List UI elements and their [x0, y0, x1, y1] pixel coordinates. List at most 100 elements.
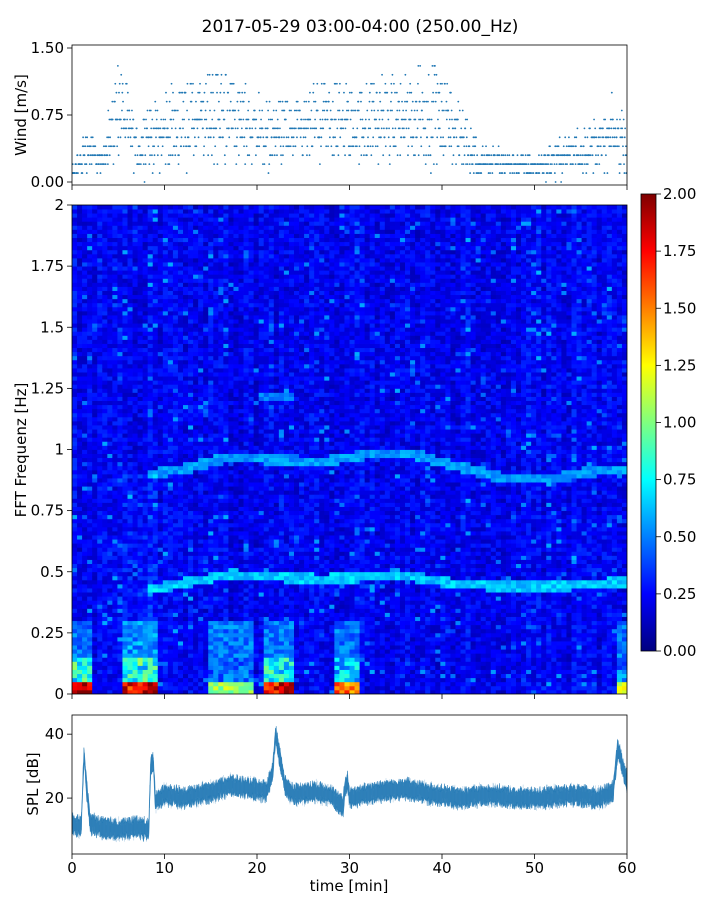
spectrogram-cell [152, 229, 159, 234]
spectrogram-cell [177, 551, 184, 556]
wind-point [501, 154, 503, 157]
spectrogram-cell [117, 347, 123, 353]
spectrogram-cell [107, 616, 113, 622]
wind-point [423, 100, 426, 103]
spectrogram-cell [112, 502, 118, 507]
spectrogram-cell [193, 498, 199, 503]
wind-point [200, 118, 203, 121]
spectrogram-cell [157, 368, 164, 373]
spectrogram-cell [97, 628, 103, 634]
spectrogram-cell [167, 624, 174, 630]
spectrogram-cell [137, 649, 144, 654]
wind-point [270, 136, 273, 139]
spectrogram-cell [102, 461, 108, 467]
spectrogram-cell [92, 412, 98, 418]
wind-point [406, 91, 409, 94]
spectrogram-cell [142, 205, 149, 210]
spectrogram-column [167, 205, 174, 694]
spectrogram-cell [132, 669, 138, 675]
spectrogram-cell [152, 437, 159, 442]
spectrogram-cell [172, 494, 179, 499]
spectrogram-cell [127, 681, 133, 687]
spectrogram-cell [152, 490, 159, 495]
wind-point [360, 91, 363, 94]
spectrogram-cell [117, 425, 123, 430]
spectrogram-cell [132, 445, 138, 450]
wind-point [300, 127, 303, 130]
wind-point [562, 163, 565, 166]
spectrogram-cell [198, 376, 204, 381]
spectrogram-cell [198, 408, 204, 414]
spectrogram-cell [198, 600, 204, 605]
spectrogram-cell [82, 302, 88, 308]
spectrogram-cell [142, 396, 149, 401]
spectrogram-cell [157, 531, 164, 536]
spectrogram-cell [137, 514, 144, 520]
spectrogram-cell [127, 441, 133, 446]
wind-point [504, 172, 506, 174]
spectrogram-cell [102, 551, 108, 556]
spectrogram-cell [137, 575, 144, 581]
spectrogram-cell [203, 253, 209, 259]
spectrogram-cell [72, 233, 78, 239]
spectrogram-cell [122, 677, 128, 683]
spectrogram-cell [198, 681, 204, 687]
spectrogram-cell [92, 478, 98, 483]
wind-point [468, 145, 471, 148]
spectrogram-cell [162, 469, 169, 475]
spectrogram-cell [112, 571, 118, 577]
spectrogram-cell [183, 453, 189, 459]
spectrogram-cell [142, 543, 149, 548]
spectrogram-cell [208, 420, 214, 426]
spectrogram-cell [213, 368, 219, 373]
spectrogram-cell [172, 689, 179, 694]
wind-point [172, 118, 175, 121]
spectrogram-cell [142, 465, 149, 471]
spectrogram-cell [208, 441, 214, 446]
spectrogram-cell [102, 457, 108, 463]
spectrogram-cell [198, 429, 204, 434]
wind-point [461, 163, 463, 166]
spectrogram-cell [82, 380, 88, 385]
wind-point [150, 136, 153, 139]
spectrogram-cell [107, 539, 113, 544]
wind-point [219, 136, 222, 139]
spectrogram-cell [137, 245, 144, 251]
spectrogram-cell [102, 600, 108, 605]
wind-point [419, 64, 422, 67]
wind-point [378, 118, 381, 121]
spectrogram-cell [177, 437, 184, 442]
spectrogram-cell [142, 412, 149, 418]
spectrogram-cell [157, 217, 164, 222]
spectrogram-cell [177, 363, 184, 369]
spectrogram-cell [107, 298, 113, 304]
spectrogram-cell [132, 420, 138, 426]
spectrogram-cell [132, 262, 138, 267]
spectrogram-cell [127, 315, 133, 320]
wind-point [191, 118, 194, 121]
spectrogram-cell [152, 237, 159, 243]
spectrogram-cell [208, 278, 214, 283]
spectrogram-cell [188, 649, 194, 654]
spectrogram-cell [203, 453, 209, 459]
spectrogram-cell [92, 343, 98, 349]
spectrogram-cell [152, 518, 159, 524]
spectrogram-cell [77, 449, 83, 454]
spectrogram-cell [92, 653, 98, 658]
wind-point [511, 163, 513, 166]
spectrogram-cell [193, 412, 199, 418]
spectrogram-cell [157, 482, 164, 487]
spectrogram-cell [87, 205, 93, 210]
spectrogram-cell [198, 498, 204, 503]
spectrogram-cell [203, 681, 209, 687]
spectrogram-cell [147, 347, 154, 353]
spectrogram-cell [102, 323, 108, 328]
spectrogram-cell [208, 257, 214, 263]
spectrogram-cell [177, 677, 184, 683]
spectrogram-cell [193, 392, 199, 397]
spectrogram-cell [152, 628, 159, 634]
spectrogram-cell [198, 526, 204, 532]
spectrogram-cell [208, 323, 214, 328]
spectrogram-cell [147, 262, 154, 267]
spectrogram-cell [87, 294, 93, 300]
